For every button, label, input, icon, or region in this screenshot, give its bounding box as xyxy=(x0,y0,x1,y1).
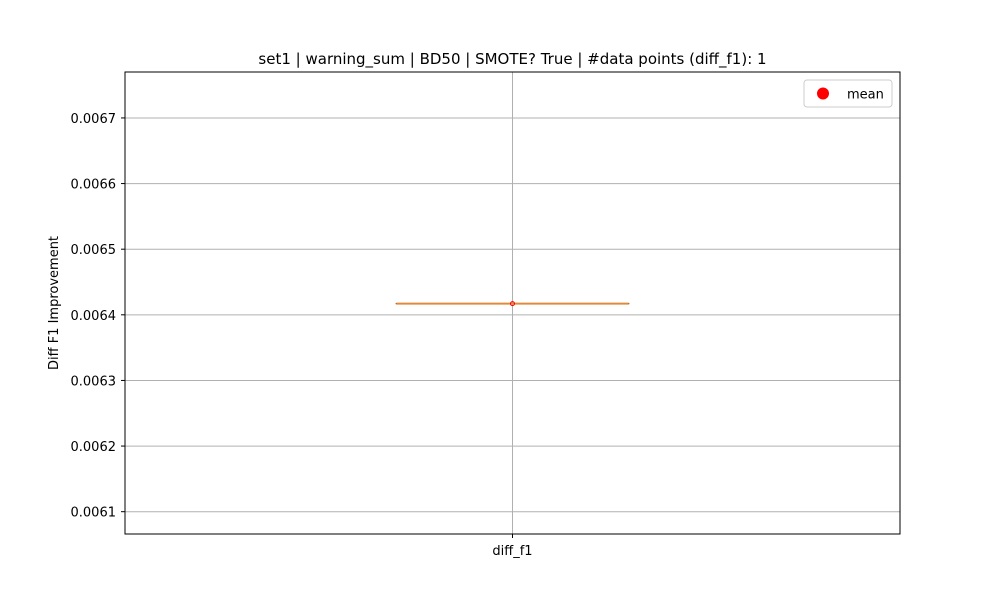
y-tick-label: 0.0067 xyxy=(71,112,117,127)
legend: mean xyxy=(803,79,893,108)
y-tick-label: 0.0061 xyxy=(71,506,117,521)
grid-lines xyxy=(125,72,900,534)
x-tick-label: diff_f1 xyxy=(492,544,532,559)
plot-area xyxy=(395,301,630,307)
chart-title: set1 | warning_sum | BD50 | SMOTE? True … xyxy=(258,50,766,69)
mean-marker xyxy=(510,301,515,307)
y-tick-label: 0.0063 xyxy=(71,374,117,389)
x-axis: diff_f1 xyxy=(492,534,533,559)
legend-label-mean: mean xyxy=(847,88,884,103)
y-axis-label: Diff F1 Improvement xyxy=(47,236,62,370)
y-tick-label: 0.0065 xyxy=(71,243,117,258)
y-axis: 0.0061 0.0062 0.0063 0.0064 0.0065 0.0066 0.00… xyxy=(71,112,125,521)
y-tick-label: 0.0062 xyxy=(71,440,117,455)
y-tick-label: 0.0064 xyxy=(71,309,117,324)
y-tick-label: 0.0066 xyxy=(71,178,117,193)
legend-marker-mean xyxy=(817,87,829,100)
box-diff_f1 xyxy=(395,301,630,307)
legend-box xyxy=(803,79,893,108)
